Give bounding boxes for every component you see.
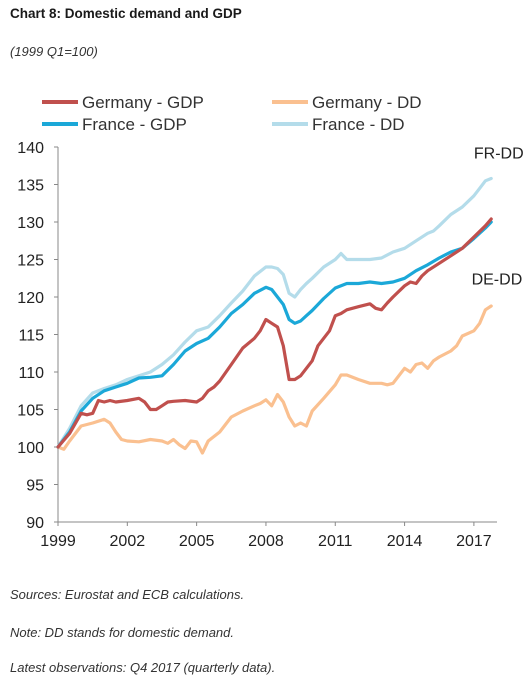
- x-tick-label: 1999: [40, 533, 76, 550]
- x-tick-label: 2011: [318, 533, 353, 550]
- legend-label: Germany - DD: [312, 93, 422, 112]
- y-tick-label: 120: [17, 290, 44, 307]
- legend-label: Germany - GDP: [82, 93, 204, 112]
- annotation-label: DE-DD: [472, 271, 523, 288]
- legend-label: France - DD: [312, 115, 405, 134]
- legend-label: France - GDP: [82, 115, 187, 134]
- x-tick-label: 2002: [110, 533, 146, 550]
- x-tick-label: 2017: [456, 533, 492, 550]
- chart-legend: Germany - GDP Germany - DD France - GDP Fra…: [42, 93, 422, 134]
- annotation-label: FR-DD: [474, 145, 524, 162]
- line-chart: Germany - GDP Germany - DD France - GDP Fra…: [17, 93, 524, 550]
- chart-series: [56, 176, 493, 455]
- chart-axes: 90 95 100 105 110 115 120 125 130 135 140 1999 2002 2…: [17, 140, 497, 550]
- x-tick-label: 2008: [248, 533, 284, 550]
- y-tick-label: 105: [17, 403, 44, 420]
- x-tick-label: 2014: [387, 533, 423, 550]
- series-line-france-gdp: [56, 220, 493, 449]
- y-tick-label: 125: [17, 253, 44, 270]
- series-line-germany-gdp: [56, 217, 493, 449]
- y-tick-label: 100: [17, 440, 44, 457]
- y-tick-label: 90: [26, 515, 44, 532]
- source-note: Sources: Eurostat and ECB calculations.: [10, 587, 245, 602]
- y-tick-label: 110: [18, 365, 44, 382]
- x-tick-label: 2005: [179, 533, 215, 550]
- series-line-germany-dd: [56, 304, 493, 455]
- y-tick-label: 130: [17, 215, 44, 232]
- chart-subtitle: (1999 Q1=100): [10, 44, 98, 59]
- y-tick-label: 140: [17, 140, 44, 157]
- y-tick-label: 95: [26, 478, 44, 495]
- y-tick-label: 115: [18, 328, 44, 345]
- chart-annotations: FR-DD DE-DD: [472, 145, 524, 288]
- y-tick-label: 135: [17, 178, 44, 195]
- latest-observation-note: Latest observations: Q4 2017 (quarterly …: [10, 660, 276, 675]
- chart-title: Chart 8: Domestic demand and GDP: [10, 6, 242, 21]
- definition-note: Note: DD stands for domestic demand.: [10, 625, 234, 640]
- series-line-france-dd: [56, 176, 493, 449]
